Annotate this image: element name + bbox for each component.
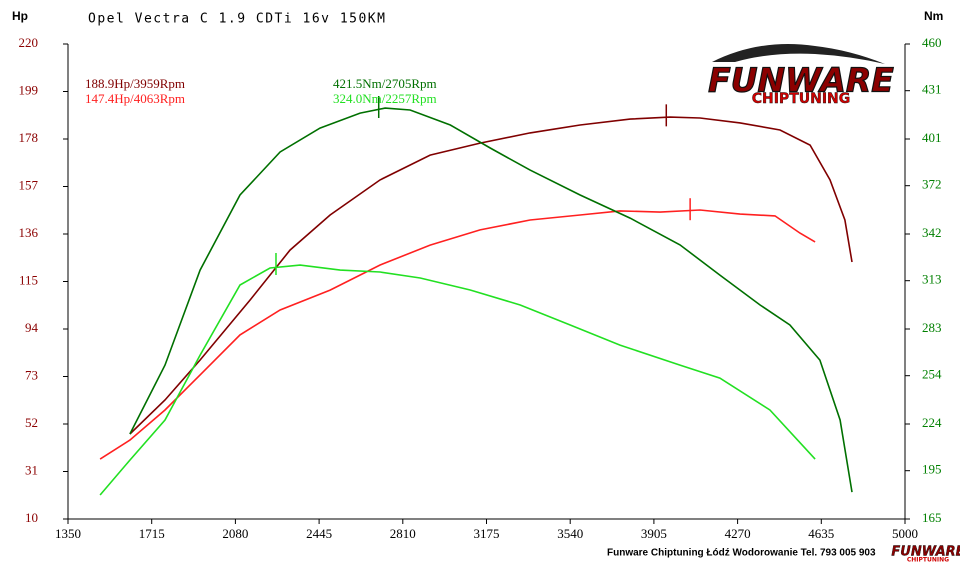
peak-label: 421.5Nm/2705Rpm xyxy=(333,76,437,91)
y2-tick-label: 254 xyxy=(922,367,942,382)
y2-tick-label: 342 xyxy=(922,225,942,240)
y-tick-label: 178 xyxy=(19,130,39,145)
y-tick-label: 73 xyxy=(25,367,38,382)
logo: FUNWARE CHIPTUNING FUNWARE CHIPTUNING xyxy=(708,44,960,564)
y-tick-label: 31 xyxy=(25,462,38,477)
y2-tick-label: 224 xyxy=(922,415,942,430)
logo-tagline-small: CHIPTUNING xyxy=(907,557,949,564)
x-tick-label: 2810 xyxy=(390,526,416,541)
y-tick-label: 136 xyxy=(19,225,39,240)
y2-axis-title: Nm xyxy=(924,9,943,23)
y-axis-title: Hp xyxy=(12,9,28,23)
y-tick-label: 115 xyxy=(19,272,38,287)
x-tick-label: 3540 xyxy=(557,526,583,541)
y-tick-label: 157 xyxy=(19,177,39,192)
peak-label: 147.4Hp/4063Rpm xyxy=(85,91,185,106)
peak-label: 188.9Hp/3959Rpm xyxy=(85,76,185,91)
y2-tick-label: 401 xyxy=(922,130,942,145)
logo-brand-small: FUNWARE xyxy=(891,545,960,560)
y-tick-label: 10 xyxy=(25,510,38,525)
y-tick-label: 220 xyxy=(19,35,39,50)
y-tick-label: 199 xyxy=(19,82,39,97)
y2-tick-label: 372 xyxy=(922,177,942,192)
logo-tagline: CHIPTUNING xyxy=(752,91,851,107)
peak-label: 324.0Nm/2257Rpm xyxy=(333,91,437,106)
y2-tick-label: 431 xyxy=(922,82,942,97)
y-tick-label: 94 xyxy=(25,320,39,335)
curve xyxy=(99,209,816,460)
footer: Funware Chiptuning Łódź Wodorowanie Tel.… xyxy=(607,548,876,559)
curve xyxy=(129,116,853,435)
y2-tick-label: 313 xyxy=(922,272,942,287)
x-tick-label: 3905 xyxy=(641,526,667,541)
y2-tick-label: 165 xyxy=(922,510,942,525)
curve xyxy=(99,264,816,496)
x-tick-label: 4635 xyxy=(808,526,834,541)
y2-tick-label: 460 xyxy=(922,35,942,50)
y2-tick-label: 195 xyxy=(922,462,942,477)
x-tick-label: 3175 xyxy=(474,526,500,541)
x-tick-label: 4270 xyxy=(725,526,751,541)
y-tick-label: 52 xyxy=(25,415,38,430)
x-tick-label: 1350 xyxy=(55,526,81,541)
chart-title: Opel Vectra C 1.9 CDTi 16v 150KM xyxy=(88,12,386,27)
logo-car xyxy=(712,44,885,64)
x-tick-label: 2445 xyxy=(306,526,332,541)
x-tick-label: 5000 xyxy=(892,526,918,541)
logo-brand: FUNWARE xyxy=(708,61,894,100)
curve xyxy=(129,107,853,493)
x-tick-label: 1715 xyxy=(139,526,165,541)
x-tick-label: 2080 xyxy=(222,526,248,541)
y2-tick-label: 283 xyxy=(922,320,942,335)
